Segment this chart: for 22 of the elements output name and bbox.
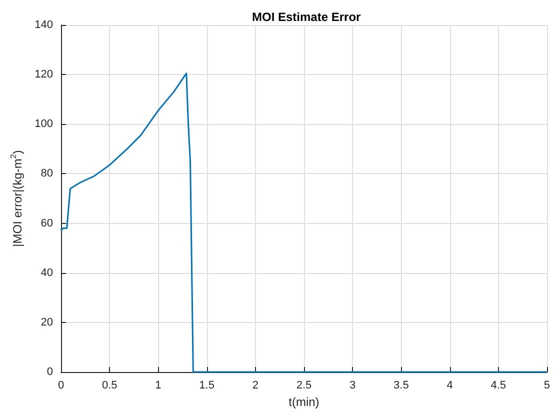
y-tick-label: 20: [40, 316, 53, 328]
x-tick-label: 0.5: [102, 380, 118, 392]
x-tick-label: 5: [544, 380, 550, 392]
x-tick-label: 3.5: [394, 380, 409, 392]
y-tick-label: 100: [34, 118, 53, 130]
x-tick-label: 2.5: [296, 380, 312, 392]
y-tick-label: 60: [40, 217, 53, 230]
x-tick-label: 4.5: [490, 380, 506, 392]
y-axis-title: |MOI error|(kg-m2): [9, 150, 25, 247]
x-tick-label: 2: [252, 380, 258, 392]
x-tick-label: 1: [155, 380, 162, 392]
y-tick-label: 40: [40, 266, 53, 279]
y-tick-label: 120: [34, 68, 53, 81]
x-tick-label: 1.5: [199, 380, 214, 392]
x-tick-label: 0: [58, 380, 64, 392]
y-tick-label: 80: [40, 168, 53, 180]
x-axis-title: t(min): [288, 394, 320, 409]
chart-title: MOI Estimate Error: [252, 10, 362, 24]
x-tick-label: 4: [446, 380, 453, 392]
y-tick-label: 140: [34, 19, 53, 31]
y-tick-label: 0: [46, 366, 53, 378]
x-tick-label: 3: [350, 380, 356, 392]
